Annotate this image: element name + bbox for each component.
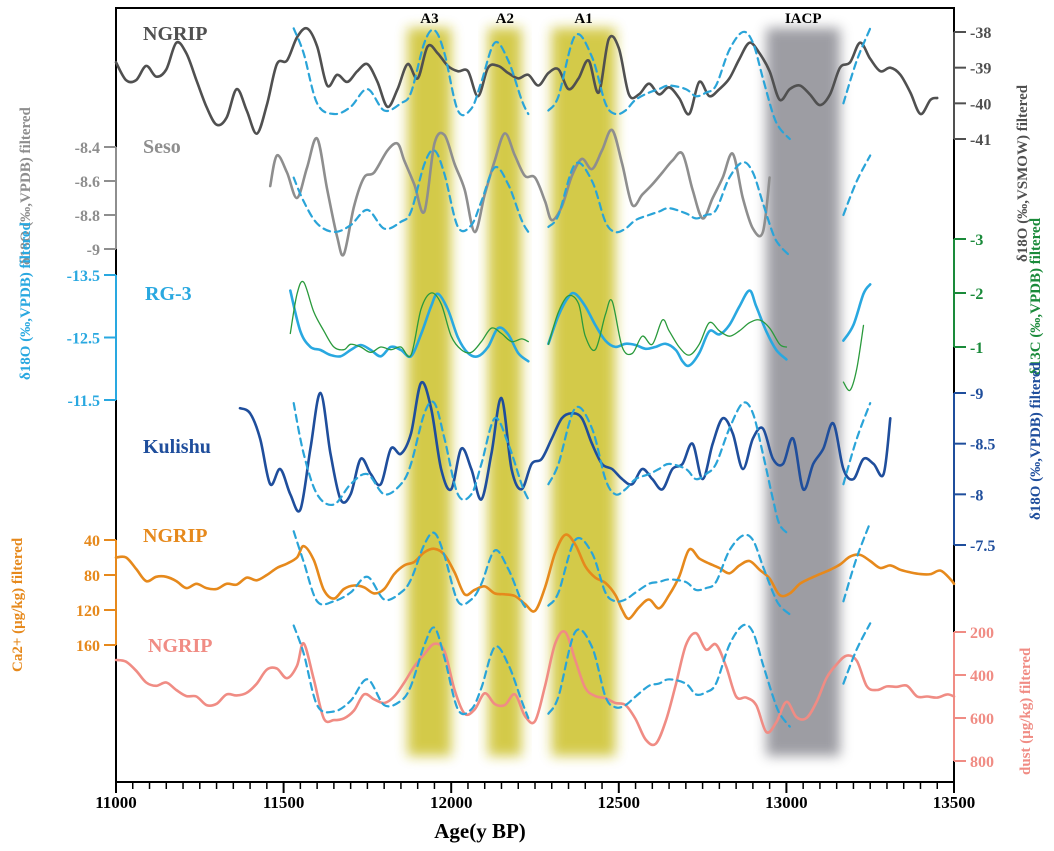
rg3-label: RG-3 (145, 283, 192, 305)
kulishu_d18o-filtered-dashed-line-0 (292, 400, 530, 506)
seso_d18o-label: Seso (143, 136, 181, 158)
panel-labels: NGRIP Seso RG-3 Kulishu NGRIP NGRIP (143, 23, 212, 657)
seso_d18o-tick-label: -8.6 (75, 174, 100, 191)
band-a2 (488, 28, 522, 756)
band-label-a2: A2 (496, 11, 514, 27)
band-a3 (407, 28, 452, 756)
ngrip_dust-tick-label: 800 (970, 754, 994, 771)
band-a1 (551, 28, 616, 756)
ngrip_ca-tick-label: 80 (84, 568, 100, 585)
rg3-line-1 (547, 289, 788, 368)
ngrip_ca-line-0 (114, 533, 956, 621)
seso_d18o-line-0 (268, 128, 771, 257)
rg3_right-tick-label: -1 (970, 340, 983, 357)
ngrip_dust-tick-label: 400 (970, 668, 994, 685)
ngrip_dust-tick-label: 600 (970, 711, 994, 728)
ngrip_dust-tick-label: 200 (970, 625, 994, 642)
band-label-a3: A3 (420, 11, 438, 27)
rg3-tick-label: -12.5 (67, 331, 100, 348)
x-tick-label: 12500 (598, 793, 641, 812)
x-tick-label: 13000 (765, 793, 808, 812)
seso-axis-title: δ18O (‰,VPDB) filtered (18, 106, 34, 265)
ngrip_ca-filtered-dashed-line-2 (842, 521, 872, 603)
x-tick-label: 11500 (263, 793, 305, 812)
seso_d18o-tick-label: -8.4 (75, 140, 100, 157)
ngrip_ca-tick-label: 120 (76, 603, 100, 620)
x-tick-label: 11000 (95, 793, 137, 812)
seso_d18o-tick-label: -8.8 (75, 208, 100, 225)
kulishu_d18o-tick-label: -7.5 (970, 538, 995, 555)
rg3-tick-label: -11.5 (68, 393, 100, 410)
x-tick-label: 13500 (933, 793, 976, 812)
rg3-d13c-line-1 (547, 294, 788, 356)
seso_d18o-filtered-dashed-line-2 (842, 154, 872, 217)
kulishu_d18o-tick-label: -8.5 (970, 437, 995, 454)
ngrip_dust-line-0 (114, 630, 956, 747)
x-axis: 11000 11500 12000 12500 13000 13500 (95, 782, 975, 812)
ngrip_d18o-tick-label: -40 (970, 96, 991, 113)
seso_d18o-filtered-dashed-line-1 (547, 161, 791, 257)
ngrip_ca-tick-label: 40 (84, 533, 100, 550)
band-label-iacp: IACP (785, 11, 822, 27)
ngrip-d18o-axis-title: δ18O (‰,VSMOW) filtered (1015, 84, 1031, 262)
rg3-d13c-line-2 (842, 324, 865, 392)
ngrip_ca-filtered-dashed-line-1 (547, 533, 791, 616)
shaded-bands: A3 A2 A1 IACP (407, 11, 841, 756)
kulishu_d18o-tick-label: -8 (970, 487, 983, 504)
ngrip_dust-label: NGRIP (148, 635, 212, 657)
dust-axis-title: dust (μg/kg) filtered (1018, 647, 1034, 775)
ngrip_dust-filtered-dashed-line-2 (842, 622, 872, 685)
ngrip_d18o-line-0 (114, 26, 939, 135)
rg3-line-2 (842, 283, 872, 342)
data-series (114, 26, 956, 747)
kulishu-axis-title: δ18O (‰,VPDB) filtered (1028, 361, 1044, 520)
kulishu_d18o-tick-label: -9 (970, 386, 983, 403)
rg3-tick-label: -13.5 (67, 268, 100, 285)
rg3-d18o-axis-title: δ18O (‰,VPDB) filtered (18, 221, 34, 380)
rg3-d13c-axis-title: δ13C (‰,VPDB) filtered (1028, 217, 1044, 375)
ca-axis-title: Ca2+ (μg/kg) filtered (10, 537, 26, 672)
ngrip_d18o-label: NGRIP (143, 23, 207, 45)
rg3-d13c-line-0 (289, 280, 529, 358)
ngrip_d18o-tick-label: -41 (970, 132, 991, 149)
ngrip_dust-filtered-dashed-line-1 (547, 623, 791, 728)
ngrip_dust-filtered-dashed-line-0 (292, 624, 530, 720)
seso_d18o-tick-label: -9 (87, 242, 100, 259)
band-iacp (766, 28, 841, 756)
ngrip_ca-filtered-dashed-line-0 (292, 530, 530, 612)
y-axes: -38 -39 -40 -41 -8.4 -8.6 -8.8 -9 -13.5 -12.5 -11.… (67, 25, 996, 771)
kulishu_d18o-label: Kulishu (143, 436, 211, 458)
ngrip_d18o-tick-label: -39 (970, 61, 991, 78)
seso_d18o-filtered-dashed-line-0 (292, 149, 530, 234)
ngrip_d18o-filtered-dashed-line-2 (842, 27, 872, 105)
rg3_right-tick-label: -3 (970, 232, 983, 249)
kulishu_d18o-line-0 (238, 380, 892, 513)
ngrip_d18o-filtered-dashed-line-0 (292, 27, 530, 117)
band-label-a1: A1 (574, 11, 592, 27)
rg3_right-tick-label: -2 (970, 286, 983, 303)
ngrip_d18o-filtered-dashed-line-1 (547, 30, 791, 141)
kulishu_d18o-filtered-dashed-line-1 (547, 401, 791, 536)
ngrip_ca-label: NGRIP (143, 525, 207, 547)
x-axis-title: Age(y BP) (434, 819, 526, 843)
ngrip_d18o-tick-label: -38 (970, 25, 991, 42)
x-tick-label: 12000 (430, 793, 473, 812)
ngrip_ca-tick-label: 160 (76, 638, 100, 655)
kulishu_d18o-filtered-dashed-line-2 (842, 402, 872, 486)
